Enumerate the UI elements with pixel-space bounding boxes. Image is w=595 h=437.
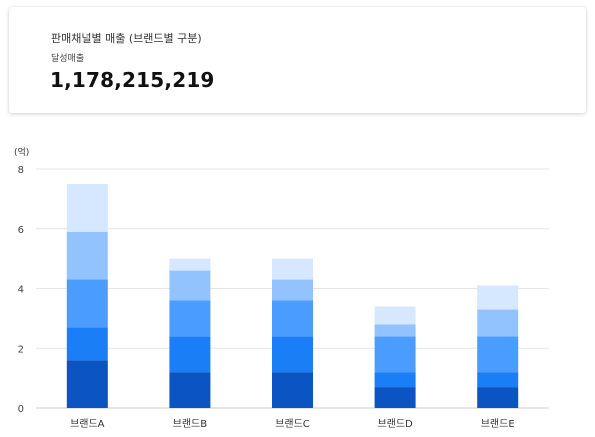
bar-segment[interactable]: [272, 300, 313, 337]
bar-segment[interactable]: [272, 258, 313, 280]
bar-segment[interactable]: [169, 258, 211, 271]
bar-segment[interactable]: [477, 285, 519, 310]
stacked-bar-chart: (억) 0 2 4 6 8 브랜드A 브랜드B 브랜드C 브랜드D 브랜드E: [0, 140, 595, 437]
y-tick-label: 4: [18, 285, 24, 296]
card-title: 판매채널별 매출 (브랜드별 구분): [51, 32, 202, 45]
x-axis-ticks: 브랜드A 브랜드B 브랜드C 브랜드D 브랜드E: [70, 418, 515, 430]
bar-segment[interactable]: [66, 360, 108, 408]
x-tick-label: 브랜드A: [70, 418, 105, 430]
chart-svg: (억) 0 2 4 6 8 브랜드A 브랜드B 브랜드C 브랜드D 브랜드E: [14, 146, 549, 430]
bar-segment[interactable]: [477, 387, 519, 408]
total-sales-value: 1,178,215,219: [50, 68, 215, 92]
x-tick-label: 브랜드C: [275, 418, 310, 430]
bar-segment[interactable]: [374, 387, 416, 408]
bar-segment[interactable]: [374, 324, 416, 337]
bar-segment[interactable]: [374, 306, 416, 325]
bar-segment[interactable]: [169, 300, 211, 337]
y-unit-label: (억): [14, 146, 29, 158]
y-tick-label: 8: [18, 165, 24, 176]
bar-segment[interactable]: [66, 183, 108, 232]
y-tick-label: 2: [18, 344, 24, 355]
bar-segment[interactable]: [272, 279, 313, 301]
bar-segment[interactable]: [374, 372, 416, 388]
y-tick-label: 0: [18, 404, 24, 415]
card-subtitle: 달성매출: [51, 54, 85, 64]
bar-segment[interactable]: [66, 327, 108, 361]
bar-segment[interactable]: [374, 336, 416, 373]
bar-segment[interactable]: [477, 336, 519, 373]
sales-summary-card: 판매채널별 매출 (브랜드별 구분) 달성매출 1,178,215,219: [9, 7, 586, 113]
y-tick-label: 6: [18, 225, 24, 236]
bar-segment[interactable]: [272, 372, 313, 408]
y-axis-ticks: 0 2 4 6 8: [18, 165, 24, 415]
bar-segment[interactable]: [477, 372, 519, 388]
bar-segment[interactable]: [169, 372, 211, 408]
bar-segment[interactable]: [66, 279, 108, 328]
x-tick-label: 브랜드E: [481, 418, 515, 430]
bar-segment[interactable]: [272, 336, 313, 373]
bar-segment[interactable]: [477, 309, 519, 337]
bar-segment[interactable]: [169, 270, 211, 301]
bar-segment[interactable]: [169, 336, 211, 373]
bars: [66, 183, 519, 408]
x-tick-label: 브랜드D: [377, 418, 413, 430]
x-tick-label: 브랜드B: [173, 418, 208, 430]
bar-segment[interactable]: [66, 231, 108, 280]
